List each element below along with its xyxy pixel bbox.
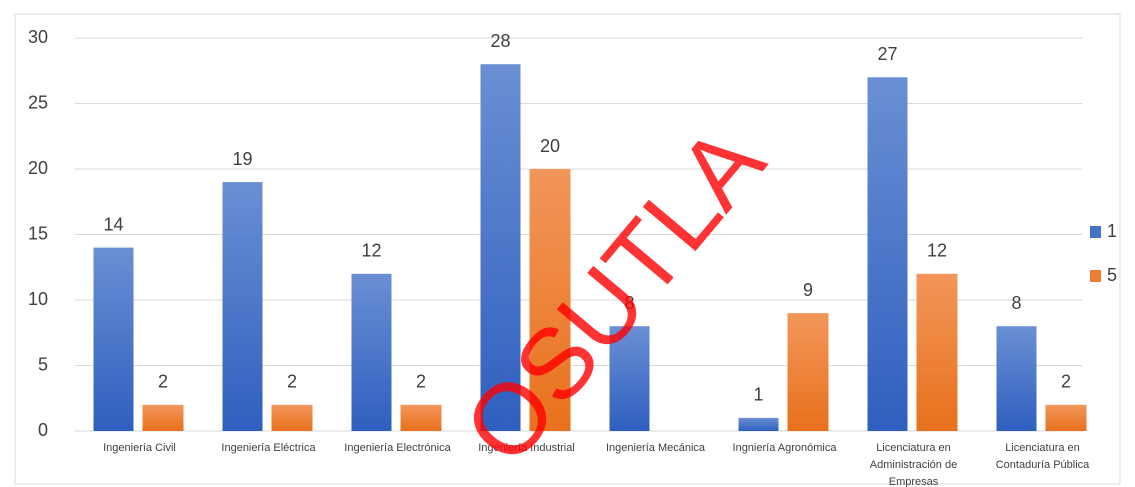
bar: [142, 404, 184, 431]
x-tick-label: Licenciatura en Contaduría Pública: [996, 442, 1090, 471]
legend-swatch: [1090, 226, 1101, 238]
bar: [609, 326, 650, 431]
bar: [400, 404, 442, 431]
value-label: 19: [232, 149, 252, 169]
x-tick-label: Licenciatura en Administración de Empresas: [870, 442, 957, 487]
value-label: 8: [1011, 293, 1021, 313]
value-label: 20: [540, 136, 560, 156]
bar: [351, 273, 392, 431]
bar: [867, 77, 908, 432]
bar: [1045, 404, 1087, 431]
x-tick-label: Ingeniería Eléctrica: [221, 442, 316, 454]
value-label: 12: [361, 241, 381, 261]
x-tick-label: Ingeniería Industrial: [478, 442, 575, 454]
y-tick-label: 20: [28, 158, 48, 178]
value-label: 1: [753, 385, 763, 405]
bar: [222, 182, 263, 431]
x-tick-label: Ingeniería Civil: [103, 442, 176, 454]
y-tick-label: 15: [28, 223, 48, 243]
value-label: 2: [158, 372, 168, 392]
bar: [271, 404, 313, 431]
bar: [480, 64, 521, 431]
bar: [738, 417, 779, 431]
value-label: 28: [490, 31, 510, 51]
value-label: 9: [803, 280, 813, 300]
y-tick-label: 25: [28, 92, 48, 112]
x-tick-label: Ingniería Agronómica: [733, 442, 838, 454]
value-label: 14: [103, 214, 123, 234]
chart-frame: [14, 13, 1121, 485]
value-label: 2: [1061, 372, 1071, 392]
bar: [529, 169, 571, 431]
y-tick-label: 5: [38, 354, 48, 374]
value-label: 2: [287, 372, 297, 392]
x-tick-label: Ingeniería Mecánica: [606, 442, 706, 454]
bar: [916, 273, 958, 431]
value-label: 8: [624, 293, 634, 313]
value-label: 27: [877, 44, 897, 64]
marks: [93, 64, 1087, 432]
bar: [787, 313, 829, 431]
y-tick-label: 30: [28, 27, 48, 47]
value-label: 2: [416, 372, 426, 392]
y-tick-label: 10: [28, 289, 48, 309]
value-label: 12: [927, 241, 947, 261]
legend-swatch: [1090, 270, 1101, 282]
legend-label: 5: [1107, 265, 1117, 285]
bar: [93, 247, 134, 431]
bar: [996, 326, 1037, 431]
y-tick-label: 0: [38, 420, 48, 440]
legend-label: 1: [1107, 221, 1117, 241]
x-tick-label: Ingeniería Electrónica: [344, 442, 451, 454]
